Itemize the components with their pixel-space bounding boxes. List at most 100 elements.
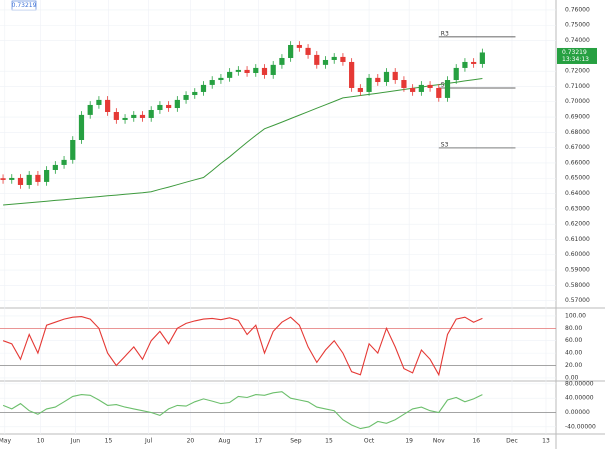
y-tick-label: 0.74000 <box>565 37 590 44</box>
y-tick-label: 0.00000 <box>565 409 590 416</box>
candle-body <box>479 52 485 64</box>
candle-body <box>453 67 459 81</box>
y-tick-label: 0.76000 <box>565 6 590 13</box>
candle-body <box>227 71 233 78</box>
y-tick-label: 0.62000 <box>565 221 590 228</box>
candle-body <box>200 84 207 92</box>
indicator-line <box>2 391 483 430</box>
candle-body <box>35 174 41 182</box>
candle-body <box>279 57 285 65</box>
x-tick-label: Oct <box>364 438 375 445</box>
candle-body <box>331 56 337 60</box>
candle-body <box>444 80 451 98</box>
candle-body <box>17 177 24 185</box>
y-tick-label: 0.61000 <box>565 236 590 243</box>
pivot-label: S1 <box>441 81 449 88</box>
y-tick-label: 80.00 <box>565 325 582 332</box>
x-tick-label: Sep <box>290 438 302 445</box>
x-tick-label: 16 <box>472 438 480 445</box>
candle-body <box>166 104 172 109</box>
y-tick-label: 0.75000 <box>565 22 590 29</box>
candle-body <box>78 114 85 140</box>
candle-body <box>261 67 268 75</box>
candle-body <box>87 104 93 115</box>
candle-body <box>383 71 390 83</box>
candle-body <box>462 61 468 68</box>
y-tick-label: 60.00 <box>565 337 582 344</box>
candle-body <box>218 77 224 81</box>
candle-body <box>427 84 433 88</box>
candle-body <box>174 99 180 109</box>
header-label: 0.73219 <box>12 2 37 9</box>
candle-body <box>70 139 76 160</box>
y-tick-label: 0.71000 <box>565 83 590 90</box>
y-tick-label: 0.69000 <box>565 114 590 121</box>
x-tick-label: 20 <box>187 438 195 445</box>
candle-body <box>288 44 294 58</box>
candle-body <box>392 71 398 81</box>
candle-body <box>183 95 189 100</box>
candle-body <box>61 159 67 165</box>
y-tick-label: 0.66000 <box>565 159 590 166</box>
candle-body <box>314 54 320 65</box>
moving-average <box>3 78 483 206</box>
x-tick-label: May <box>0 438 11 445</box>
candle-body <box>139 114 146 118</box>
y-tick-label: 0.72000 <box>565 68 590 75</box>
candle-body <box>44 169 50 182</box>
candle-body <box>96 99 102 105</box>
x-tick-label: 15 <box>105 438 113 445</box>
y-tick-label: 0.58000 <box>565 282 590 289</box>
pivot-label: R3 <box>441 30 449 37</box>
candle-body <box>410 87 416 92</box>
candle-body <box>113 111 119 120</box>
candle-body <box>209 80 215 85</box>
candle-body <box>157 104 163 111</box>
candle-body <box>244 69 250 73</box>
y-tick-label: 20.00 <box>565 362 582 369</box>
candle-body <box>52 164 58 170</box>
candle-body <box>349 61 355 88</box>
y-tick-label: 0.00 <box>565 374 579 381</box>
last-price-tag <box>557 47 597 64</box>
y-tick-label: 0.63000 <box>565 205 590 212</box>
x-tick-label: 19 <box>405 438 413 445</box>
y-tick-label: 0.68000 <box>565 129 590 136</box>
x-tick-label: 13 <box>542 438 550 445</box>
candle-body <box>375 77 381 83</box>
y-tick-label: 0.70000 <box>565 98 590 105</box>
x-tick-label: Aug <box>219 438 231 445</box>
y-tick-label: 0.65000 <box>565 175 590 182</box>
countdown: 13:34:13 <box>562 56 589 63</box>
y-tick-label: 40.00 <box>565 350 582 357</box>
x-tick-label: Dec <box>506 438 518 445</box>
candle-body <box>357 87 363 92</box>
x-tick-label: Nov <box>433 438 445 445</box>
candle-body <box>122 117 128 120</box>
candle-body <box>305 47 311 55</box>
x-tick-label: 17 <box>255 438 263 445</box>
candle-body <box>0 178 6 180</box>
x-tick-label: 15 <box>325 438 333 445</box>
candle-body <box>401 80 407 88</box>
y-tick-label: -40.00000 <box>565 423 596 430</box>
candle-body <box>105 99 111 112</box>
candle-body <box>235 69 241 72</box>
candle-body <box>270 64 276 75</box>
x-tick-label: Jun <box>70 438 81 445</box>
candle-body <box>9 177 15 180</box>
y-tick-label: 0.67000 <box>565 144 590 151</box>
candle-body <box>418 84 424 92</box>
y-tick-label: 0.57000 <box>565 297 590 304</box>
y-tick-label: 0.59000 <box>565 267 590 274</box>
candle-body <box>322 59 329 65</box>
indicator-line <box>2 316 483 377</box>
candle-body <box>436 87 442 98</box>
y-tick-label: 0.60000 <box>565 251 590 258</box>
y-tick-label: 80.00000 <box>565 380 594 387</box>
y-tick-label: 40.00000 <box>565 395 594 402</box>
candle-body <box>340 56 346 62</box>
